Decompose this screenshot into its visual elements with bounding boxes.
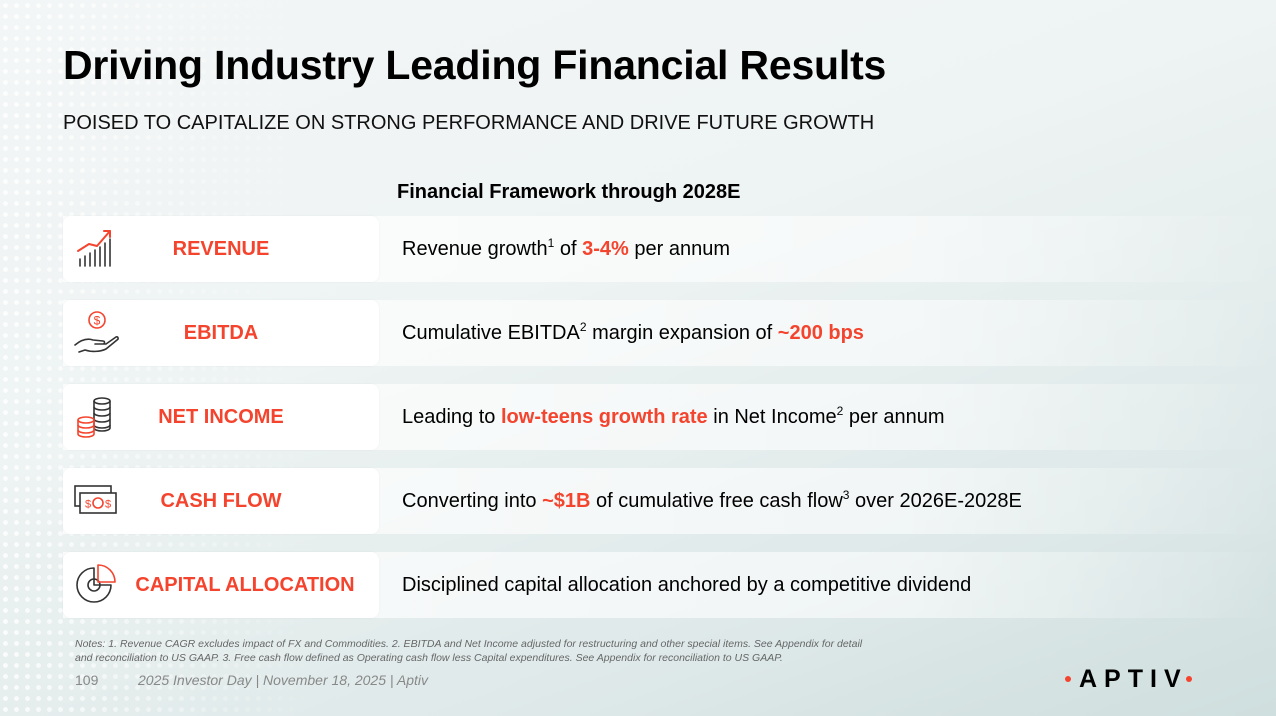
metric-row-ebitda: $ EBITDA Cumulative EBITDA2 margin expan… [63, 300, 1276, 366]
growth-chart-icon [77, 230, 111, 267]
logo-dot-right [1185, 676, 1192, 682]
metric-row-net-income: NET INCOME Leading to low-teens growth r… [63, 384, 1276, 450]
metric-card-cash-flow: $ $ CASH FLOW [63, 468, 379, 534]
metric-row-revenue: REVENUE Revenue growth1 of 3-4% per annu… [63, 216, 1276, 282]
highlight-value: ~$1B [542, 490, 591, 512]
metric-label-cash-flow: CASH FLOW [160, 490, 282, 512]
svg-text:$: $ [85, 499, 91, 511]
svg-text:$: $ [94, 314, 101, 328]
highlight-value: 3-4% [582, 238, 629, 260]
metric-description-cash-flow: Converting into ~$1B of cumulative free … [402, 488, 1022, 512]
metric-description-ebitda: Cumulative EBITDA2 margin expansion of ~… [402, 320, 864, 344]
metric-row-cash-flow: $ $ CASH FLOW Converting into ~$1B of cu… [63, 468, 1276, 534]
metric-card-revenue: REVENUE [63, 216, 379, 282]
aptiv-logo: APTIV [1065, 664, 1192, 694]
page-subtitle: POISED TO CAPITALIZE ON STRONG PERFORMAN… [63, 112, 875, 134]
metric-label-net-income: NET INCOME [158, 406, 284, 428]
banknotes-icon: $ $ [74, 485, 117, 514]
metric-description-net-income: Leading to low-teens growth rate in Net … [402, 404, 945, 428]
framework-heading: Financial Framework through 2028E [397, 181, 741, 203]
metric-card-net-income: NET INCOME [63, 384, 379, 450]
metric-label-ebitda: EBITDA [183, 322, 259, 344]
hand-dollar-icon: $ [74, 311, 119, 353]
footer-event-info: 2025 Investor Day | November 18, 2025 | … [138, 672, 429, 688]
highlight-value: low-teens growth rate [500, 406, 708, 428]
metric-label-capital-allocation: CAPITAL ALLOCATION [135, 574, 355, 596]
metric-card-capital-allocation: CAPITAL ALLOCATION [63, 552, 379, 618]
metric-card-ebitda: $ EBITDA [63, 300, 379, 366]
page-number: 109 [75, 672, 99, 688]
coin-stacks-icon [77, 397, 111, 438]
metric-label-revenue: REVENUE [172, 238, 270, 260]
highlight-value: ~200 bps [777, 322, 864, 344]
metric-row-capital-allocation: CAPITAL ALLOCATION Disciplined capital a… [63, 552, 1276, 618]
footnotes: Notes: 1. Revenue CAGR excludes impact o… [75, 638, 863, 664]
pie-chart-icon [76, 564, 116, 603]
logo-text: APTIV [1079, 664, 1188, 693]
svg-text:$: $ [105, 499, 111, 511]
page-title: Driving Industry Leading Financial Resul… [63, 42, 887, 88]
logo-dot-left [1065, 676, 1071, 682]
metric-description-revenue: Revenue growth1 of 3-4% per annum [402, 236, 731, 260]
metric-description-capital-allocation: Disciplined capital allocation anchored … [402, 574, 972, 596]
